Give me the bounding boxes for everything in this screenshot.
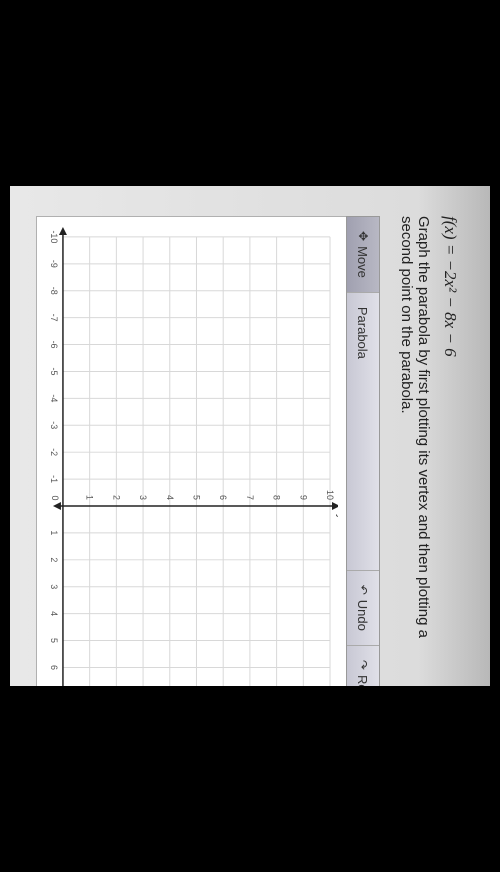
svg-text:7: 7 [245,495,255,500]
graph-area[interactable]: -10-9-8-7-6-5-4-3-2-10123456789101234567… [36,216,346,686]
redo-label: Redo [356,675,371,686]
svg-text:-7: -7 [49,314,59,322]
svg-text:y: y [335,514,338,519]
svg-text:2: 2 [111,495,121,500]
svg-text:-2: -2 [49,448,59,456]
move-label: Move [356,246,371,278]
svg-text:-1: -1 [49,475,59,483]
svg-text:1: 1 [49,530,59,535]
move-icon: ✥ [356,231,370,241]
svg-text:4: 4 [49,611,59,616]
undo-icon: ↶ [356,585,370,595]
svg-text:6: 6 [218,495,228,500]
parabola-button[interactable]: Parabola [347,293,379,571]
undo-button[interactable]: ↶ Undo [347,571,379,646]
svg-text:-6: -6 [49,341,59,349]
svg-text:8: 8 [272,495,282,500]
instruction-text: Graph the parabola by first plotting its… [398,216,432,656]
svg-text:9: 9 [298,495,308,500]
svg-text:-10: -10 [49,230,59,243]
svg-text:6: 6 [49,665,59,670]
svg-text:10: 10 [325,490,335,500]
svg-text:-3: -3 [49,421,59,429]
svg-text:0: 0 [50,496,60,501]
svg-text:2: 2 [49,557,59,562]
redo-icon: ↷ [356,660,370,670]
svg-text:5: 5 [191,495,201,500]
undo-label: Undo [356,600,371,631]
equation-text: f(x) = −2x² − 8x − 6 [440,216,460,656]
svg-text:4: 4 [165,495,175,500]
svg-text:-8: -8 [49,287,59,295]
svg-text:-9: -9 [49,260,59,268]
content-area: f(x) = −2x² − 8x − 6 Graph the parabola … [26,186,490,686]
screenshot-frame: f(x) = −2x² − 8x − 6 Graph the parabola … [10,186,490,686]
svg-text:5: 5 [49,638,59,643]
coordinate-plane: -10-9-8-7-6-5-4-3-2-10123456789101234567… [45,217,338,686]
redo-button[interactable]: ↷ Redo [347,646,379,686]
svg-text:-5: -5 [49,367,59,375]
svg-text:3: 3 [138,495,148,500]
move-button[interactable]: ✥ Move [347,217,379,293]
svg-text:1: 1 [85,495,95,500]
parabola-label: Parabola [356,307,371,359]
svg-text:-4: -4 [49,394,59,402]
graph-toolbar: ✥ Move Parabola ↶ Undo ↷ Redo × Reset [346,216,380,686]
svg-text:3: 3 [49,584,59,589]
